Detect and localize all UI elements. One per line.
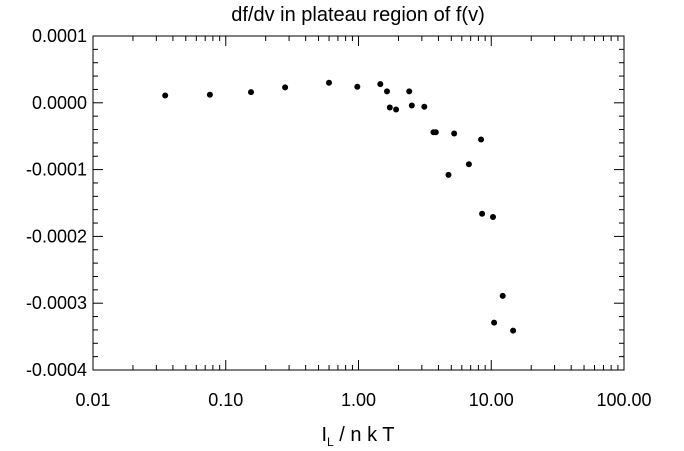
x-tick-label: 0.01 — [75, 390, 110, 410]
data-point — [465, 161, 472, 168]
data-point — [386, 104, 393, 111]
data-point — [499, 292, 506, 299]
y-tick-label: -0.0004 — [26, 360, 87, 380]
data-point — [478, 136, 485, 143]
data-point — [479, 210, 486, 217]
data-point — [162, 92, 169, 99]
data-point — [393, 106, 400, 113]
data-point — [354, 83, 361, 90]
data-point — [248, 89, 254, 96]
data-points — [162, 79, 517, 334]
data-point — [206, 91, 213, 98]
data-point — [421, 103, 428, 110]
data-point — [377, 81, 384, 88]
x-axis-label-subscript: L — [327, 435, 334, 449]
y-tick-label: -0.0001 — [26, 160, 87, 180]
chart-title: df/dv in plateau region of f(v) — [231, 4, 484, 26]
major-ticks — [92, 35, 625, 371]
data-point — [445, 171, 452, 178]
x-tick-label: 1.00 — [341, 390, 376, 410]
minor-ticks — [93, 36, 624, 370]
x-axis-label-rest: / n k T — [334, 424, 395, 446]
x-tick-label: 0.10 — [208, 390, 243, 410]
data-point — [451, 130, 458, 137]
x-axis-label: IL / n k T — [321, 424, 394, 449]
y-tick-label: 0.0000 — [32, 93, 87, 113]
y-tick-labels: 0.0001 0.0000 -0.0001 -0.0002 -0.0003 -0.0004 — [26, 26, 87, 380]
x-tick-label: 10.00 — [469, 390, 514, 410]
data-point — [432, 129, 439, 136]
data-point — [406, 88, 413, 95]
data-point — [408, 102, 415, 109]
y-tick-label: -0.0003 — [26, 293, 87, 313]
data-point — [491, 319, 498, 326]
data-point — [490, 214, 496, 220]
y-tick-label: 0.0001 — [32, 26, 87, 46]
x-tick-label: 100.00 — [596, 390, 651, 410]
data-point — [384, 88, 390, 95]
y-tick-label: -0.0002 — [26, 226, 87, 246]
x-axis-label-main: I — [321, 424, 327, 446]
x-tick-labels: 0.01 0.10 1.00 10.00 100.00 — [75, 390, 651, 410]
data-point — [282, 84, 289, 91]
data-point — [510, 327, 517, 334]
data-point — [326, 79, 332, 86]
